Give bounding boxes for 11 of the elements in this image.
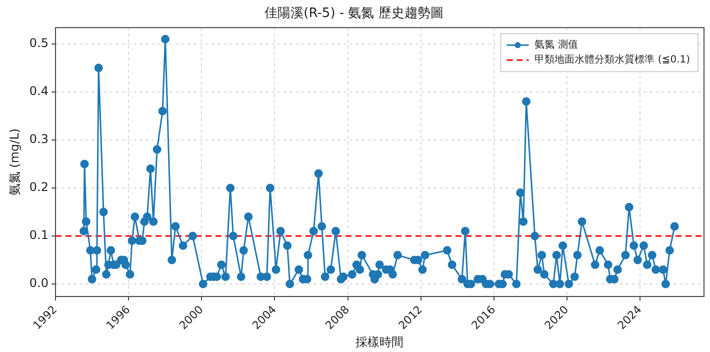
chart-title: 佳陽溪(R-5) - 氨氮 歷史趨勢圖 [264,6,444,22]
y-tick-label: 0.3 [29,132,48,146]
legend-label: 甲類地面水體分類水質標準 (≦0.1) [534,54,690,66]
y-tick-label: 0.0 [29,276,48,290]
y-tick-label: 0.5 [29,36,48,50]
y-tick-label: 0.4 [29,84,48,98]
y-tick-label: 0.1 [29,228,48,242]
y-tick-label: 0.2 [29,180,48,194]
legend-label: 氨氮 測值 [534,38,578,51]
x-axis-title: 採樣時間 [356,334,404,349]
y-axis-title: 氨氮 (mg/L) [7,128,22,196]
